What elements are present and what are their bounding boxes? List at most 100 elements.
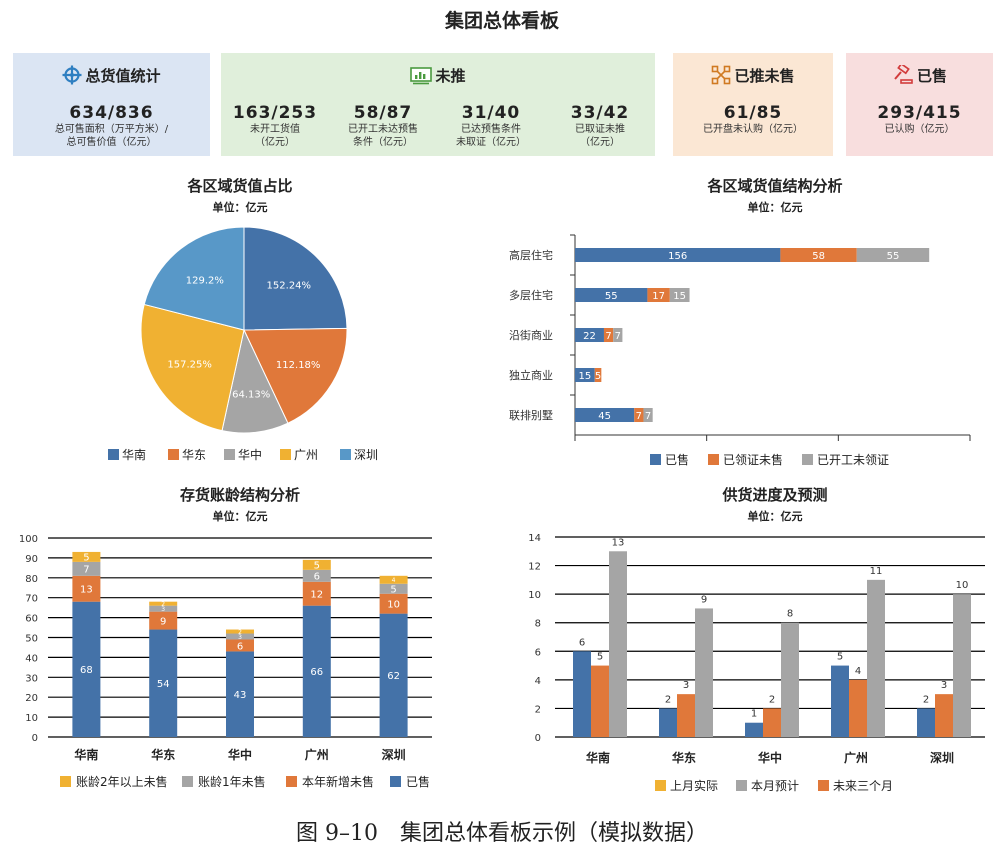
bar-segment	[302, 581, 331, 606]
slice-label: 152.24%	[267, 280, 312, 291]
data-label: 3	[941, 680, 947, 691]
data-label: 6	[579, 637, 585, 648]
legend-label: 已开工未领证	[817, 453, 889, 467]
data-label: 156	[668, 251, 687, 262]
legend-swatch	[736, 780, 747, 791]
category-label: 多层住宅	[509, 288, 553, 302]
data-label: 5	[83, 553, 89, 564]
launched-unsold-card: 已推未售 61/85 已开盘未认购（亿元）	[673, 53, 833, 156]
kpi-label: 未开工货值 （亿元）	[250, 124, 300, 148]
y-tick-label: 80	[25, 574, 38, 585]
kpi-label: 已开盘未认购（亿元）	[703, 124, 803, 135]
data-label: 8	[787, 609, 793, 620]
pie-slice	[243, 327, 348, 424]
bar-segment	[72, 561, 101, 576]
bar-segment	[226, 629, 254, 634]
legend-swatch	[224, 449, 235, 460]
legend-label: 未来三个月	[833, 779, 893, 793]
bar-segment	[302, 605, 331, 737]
bar-segment	[634, 408, 644, 422]
legend-label: 上月实际	[670, 778, 718, 793]
data-label: 55	[887, 251, 900, 262]
y-tick-label: 20	[25, 693, 38, 704]
data-label: 4	[392, 577, 396, 584]
legend-label: 账龄2年以上未售	[76, 774, 168, 789]
data-label: 9	[701, 594, 707, 605]
data-label: 2	[769, 694, 775, 705]
data-label: 45	[598, 411, 611, 422]
bar	[695, 608, 713, 737]
data-label: 7	[636, 411, 642, 422]
hbar-chart-title: 各区域货值结构分析	[707, 177, 843, 195]
data-label: 2	[161, 601, 165, 608]
bar-segment	[575, 288, 648, 302]
y-tick-label: 30	[25, 673, 38, 684]
y-tick-label: 90	[25, 554, 38, 565]
stack-chart-unit: 单位：亿元	[212, 510, 268, 523]
category-label: 华东	[151, 747, 175, 762]
bar	[935, 694, 953, 737]
category-label: 华中	[758, 750, 782, 765]
bar-segment	[149, 601, 178, 606]
y-tick-label: 0	[535, 733, 541, 744]
data-label: 13	[80, 585, 93, 596]
category-label: 沿街商业	[509, 328, 553, 342]
category-label: 广州	[305, 747, 329, 762]
bar-segment	[226, 651, 254, 737]
bar	[917, 708, 935, 737]
stack-chart-title: 存货账龄结构分析	[179, 486, 300, 504]
bar-segment	[379, 575, 408, 584]
kpi-item: 58/87 已开工未达预售 条件（亿元）	[329, 103, 437, 149]
data-label: 3	[161, 606, 165, 613]
group-chart-unit: 单位：亿元	[747, 510, 803, 523]
unlaunched-card: 未推 163/253 未开工货值 （亿元） 58/87 已开工未达预售 条件（亿…	[221, 53, 655, 156]
data-label: 17	[652, 291, 665, 302]
y-tick-label: 12	[528, 562, 541, 573]
data-label: 43	[234, 690, 247, 701]
bar	[849, 679, 867, 737]
bar-segment	[643, 408, 653, 422]
crosshair-icon	[62, 65, 82, 85]
bar	[659, 708, 677, 737]
legend-swatch	[286, 776, 297, 787]
aging-stacked-chart: 0102030405060708090100华南681375华东54932华中4…	[19, 534, 432, 789]
category-label: 华南	[586, 750, 610, 765]
data-label: 3	[238, 634, 242, 641]
bar-segment	[302, 569, 331, 582]
slice-label: 129.2%	[186, 276, 224, 287]
figure-caption: 图 9–10 集团总体看板示例（模拟数据）	[296, 821, 708, 846]
bar-segment	[379, 583, 408, 594]
kpi-value: 58/87	[353, 103, 413, 123]
bar	[763, 708, 781, 737]
kpi-label: 总可售面积（万平方米）/ 总可售价值（亿元）	[54, 124, 169, 148]
kpi-value: 61/85	[723, 103, 783, 123]
data-label: 68	[80, 665, 93, 676]
bar-segment	[780, 248, 857, 262]
bar-segment	[302, 559, 331, 570]
bar	[831, 665, 849, 737]
data-label: 58	[812, 251, 825, 262]
data-label: 55	[605, 291, 618, 302]
y-tick-label: 2	[535, 704, 541, 715]
pie-chart-title: 各区域货值占比	[187, 177, 293, 195]
data-label: 4	[855, 666, 861, 677]
legend-label: 已售	[665, 452, 689, 467]
legend-label: 华南	[122, 447, 146, 462]
data-label: 7	[615, 331, 621, 342]
network-icon	[712, 65, 731, 85]
bar-segment	[226, 633, 254, 640]
total-stock-card: 总货值统计 634/836 总可售面积（万平方米）/ 总可售价值（亿元）	[13, 53, 210, 156]
data-label: 5	[837, 652, 843, 663]
data-label: 5	[595, 371, 601, 382]
kpi-label: 已取证未推 （亿元）	[575, 124, 625, 148]
bar-segment	[594, 368, 602, 382]
data-label: 7	[605, 331, 611, 342]
category-label: 深圳	[930, 750, 954, 765]
card-title: 已推未售	[734, 67, 795, 85]
legend-swatch	[108, 449, 119, 460]
data-label: 3	[683, 680, 689, 691]
legend-swatch	[280, 449, 291, 460]
category-label: 深圳	[382, 747, 406, 762]
kpi-value: 634/836	[69, 103, 154, 123]
kpi-item: 31/40 已达预售条件 未取证（亿元）	[437, 103, 545, 149]
